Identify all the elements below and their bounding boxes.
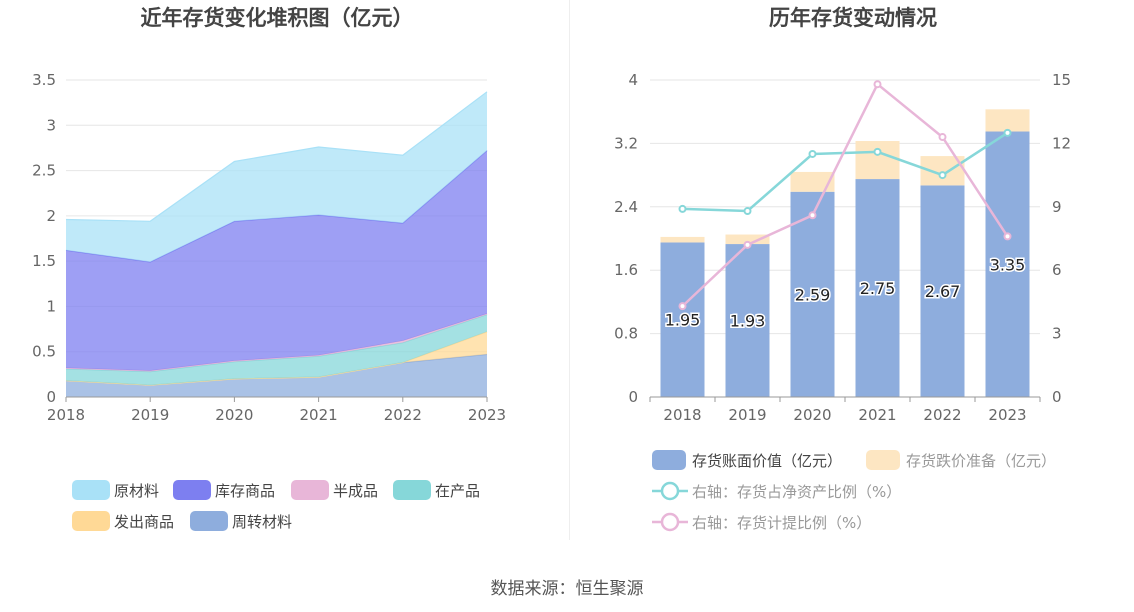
line-series-1: [681, 82, 1009, 308]
x-tick-label: 2018: [47, 406, 85, 424]
y-tick-label: 3: [46, 116, 56, 134]
line-point-0-4: [938, 171, 947, 180]
x-tick-label: 2023: [988, 406, 1026, 424]
legend-label-bar-1: 存货跌价准备（亿元）: [906, 452, 1056, 470]
bar-0-2: [790, 191, 835, 397]
right-chart-title: 历年存货变动情况: [769, 6, 937, 30]
y-tick-label: 0: [46, 388, 56, 406]
legend-swatch-bar-0: [652, 450, 686, 470]
y-tick-label: 2: [46, 207, 56, 225]
bar-1-3: [855, 141, 900, 180]
inventory-stacked-area-chart: 近年存货变化堆积图（亿元） 0 0.5 1 1.5 2 2.5 3 3.5 2018 2019 202…: [32, 6, 506, 531]
line-point-0-3: [873, 147, 882, 156]
legend-label-2: 半成品: [333, 482, 378, 500]
area-series-2: [66, 314, 487, 386]
bar-data-label: 2.59: [795, 285, 831, 304]
bar-data-label: 1.93: [730, 312, 766, 331]
line-point-0-2: [808, 149, 817, 158]
y-tick-label: 1: [46, 297, 56, 315]
legend-label-0: 原材料: [114, 482, 159, 500]
line-point-1-2: [808, 211, 817, 220]
y-right-tick-label: 6: [1052, 261, 1062, 279]
x-tick-label: 2023: [468, 406, 506, 424]
line-point-1-4: [938, 133, 947, 142]
bar-1-2: [790, 171, 835, 192]
area-edge-5: [65, 91, 488, 222]
y-left-tick-label: 2.4: [614, 198, 638, 216]
panel-divider: [569, 0, 570, 540]
legend-label-line-0: 右轴：存货占净资产比例（%）: [692, 483, 901, 501]
x-tick-label: 2020: [793, 406, 831, 424]
legend-marker-0: [660, 481, 680, 501]
bar-data-label: 3.35: [990, 255, 1026, 274]
y-left-tick-label: 4: [628, 71, 638, 89]
legend-swatch-bar-1: [866, 450, 900, 470]
inventory-change-bar-line-chart: 历年存货变动情况 0 0.8 1.6 2.4 3.2 4 0 3 6 9 12 15 2018 2019 20…: [614, 6, 1071, 532]
x-tick-label: 2019: [131, 406, 169, 424]
y-right-tick-label: 3: [1052, 325, 1062, 343]
area-series-4: [66, 150, 487, 371]
x-tick-label: 2021: [858, 406, 896, 424]
line-point-0-1: [743, 207, 752, 216]
x-tick-label: 2022: [923, 406, 961, 424]
y-right-tick-label: 9: [1052, 198, 1062, 216]
legend-label-1: 库存商品: [215, 482, 275, 500]
y-left-tick-label: 0.8: [614, 325, 638, 343]
legend-swatch-0: [72, 480, 110, 500]
y-tick-label: 1.5: [32, 252, 56, 270]
source-caption: 数据来源：恒生聚源: [490, 579, 644, 599]
bar-0-0: [660, 242, 705, 397]
bar-0-4: [920, 185, 965, 397]
bar-0-5: [985, 131, 1030, 397]
x-tick-label: 2021: [300, 406, 338, 424]
left-chart-title: 近年存货变化堆积图（亿元）: [141, 6, 414, 30]
legend-marker-1: [660, 512, 680, 532]
legend-label-bar-0: 存货账面价值（亿元）: [692, 452, 842, 470]
area-series-0: [66, 354, 487, 397]
bar-0-3: [855, 179, 900, 397]
line-series-0: [682, 131, 1009, 213]
legend-swatch-4: [72, 511, 110, 531]
bar-1-5: [985, 109, 1030, 132]
bar-1-1: [725, 234, 770, 245]
bar-0-1: [725, 244, 770, 397]
y-right-tick-label: 15: [1052, 71, 1071, 89]
y-left-tick-label: 1.6: [614, 261, 638, 279]
y-tick-label: 3.5: [32, 71, 56, 89]
line-point-0-0: [678, 204, 687, 213]
y-tick-label: 0.5: [32, 343, 56, 361]
x-tick-label: 2018: [663, 406, 701, 424]
legend-swatch-5: [190, 511, 228, 531]
legend-label-4: 发出商品: [114, 513, 174, 531]
bar-data-label: 1.95: [665, 311, 701, 330]
y-left-tick-label: 0: [628, 388, 638, 406]
legend-label-3: 在产品: [435, 482, 480, 500]
y-left-tick-label: 3.2: [614, 134, 638, 152]
line-point-1-0: [678, 302, 687, 311]
y-right-tick-label: 0: [1052, 388, 1062, 406]
x-tick-label: 2019: [728, 406, 766, 424]
line-point-1-3: [873, 80, 882, 89]
legend-swatch-2: [291, 480, 329, 500]
x-tick-label: 2020: [215, 406, 253, 424]
line-point-1-1: [743, 240, 752, 249]
x-tick-label: 2022: [384, 406, 422, 424]
legend-swatch-3: [393, 480, 431, 500]
bar-data-label: 2.75: [860, 279, 896, 298]
line-point-0-5: [1003, 128, 1012, 137]
y-tick-label: 2.5: [32, 162, 56, 180]
y-right-tick-label: 12: [1052, 134, 1071, 152]
line-point-1-5: [1003, 232, 1012, 241]
area-series-5: [66, 91, 487, 262]
bar-data-label: 2.67: [925, 282, 961, 301]
bar-1-0: [660, 236, 705, 243]
legend-label-5: 周转材料: [232, 513, 292, 531]
area-series-3: [66, 313, 487, 372]
legend-swatch-1: [173, 480, 211, 500]
legend-label-line-1: 右轴：存货计提比例（%）: [692, 514, 871, 532]
